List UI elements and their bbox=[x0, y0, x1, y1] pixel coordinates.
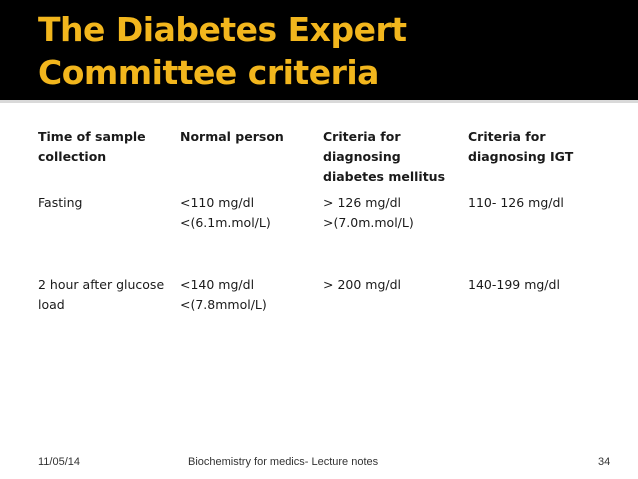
footer-date: 11/05/14 bbox=[38, 456, 81, 468]
cell-time: Fasting bbox=[38, 193, 180, 275]
header-time-label: Time of sample collection bbox=[38, 129, 146, 164]
cell-igt-text: 140-199 mg/dl bbox=[468, 277, 560, 292]
slide-title: The Diabetes Expert Committee criteria bbox=[38, 10, 407, 92]
header-normal-person: Normal person bbox=[180, 127, 323, 193]
cell-time-text: 2 hour after glucose load bbox=[38, 277, 165, 312]
title-divider bbox=[0, 100, 638, 103]
header-igt-label: Criteria for diagnosing IGT bbox=[468, 129, 574, 164]
cell-normal-text: <140 mg/dl <(7.8mmol/L) bbox=[180, 277, 267, 312]
criteria-table: Time of sample collection Normal person … bbox=[38, 127, 613, 335]
title-bar: The Diabetes Expert Committee criteria bbox=[0, 0, 638, 100]
cell-diabetes-text: > 200 mg/dl bbox=[323, 277, 402, 292]
cell-diabetes: > 126 mg/dl >(7.0m.mol/L) bbox=[323, 193, 468, 275]
header-time-of-sample: Time of sample collection bbox=[38, 127, 180, 193]
cell-diabetes-text: > 126 mg/dl >(7.0m.mol/L) bbox=[323, 195, 414, 230]
header-diabetes-label: Criteria for diagnosing diabetes mellitu… bbox=[323, 129, 446, 184]
table-row: 2 hour after glucose load <140 mg/dl <(7… bbox=[38, 275, 613, 335]
cell-igt: 110- 126 mg/dl bbox=[468, 193, 613, 275]
cell-normal-text: <110 mg/dl <(6.1m.mol/L) bbox=[180, 195, 271, 230]
footer-title: Biochemistry for medics- Lecture notes bbox=[188, 456, 379, 468]
footer-page-number: 34 bbox=[598, 456, 611, 468]
cell-time-text: Fasting bbox=[38, 195, 83, 210]
cell-normal: <140 mg/dl <(7.8mmol/L) bbox=[180, 275, 323, 335]
cell-diabetes: > 200 mg/dl bbox=[323, 275, 468, 335]
table-row: Fasting <110 mg/dl <(6.1m.mol/L) > 126 m… bbox=[38, 193, 613, 275]
cell-igt-text: 110- 126 mg/dl bbox=[468, 195, 564, 210]
cell-igt: 140-199 mg/dl bbox=[468, 275, 613, 335]
header-normal-label: Normal person bbox=[180, 129, 284, 144]
header-criteria-igt: Criteria for diagnosing IGT bbox=[468, 127, 613, 193]
table-header-row: Time of sample collection Normal person … bbox=[38, 127, 613, 193]
cell-time: 2 hour after glucose load bbox=[38, 275, 180, 335]
header-criteria-diabetes: Criteria for diagnosing diabetes mellitu… bbox=[323, 127, 468, 193]
cell-normal: <110 mg/dl <(6.1m.mol/L) bbox=[180, 193, 323, 275]
